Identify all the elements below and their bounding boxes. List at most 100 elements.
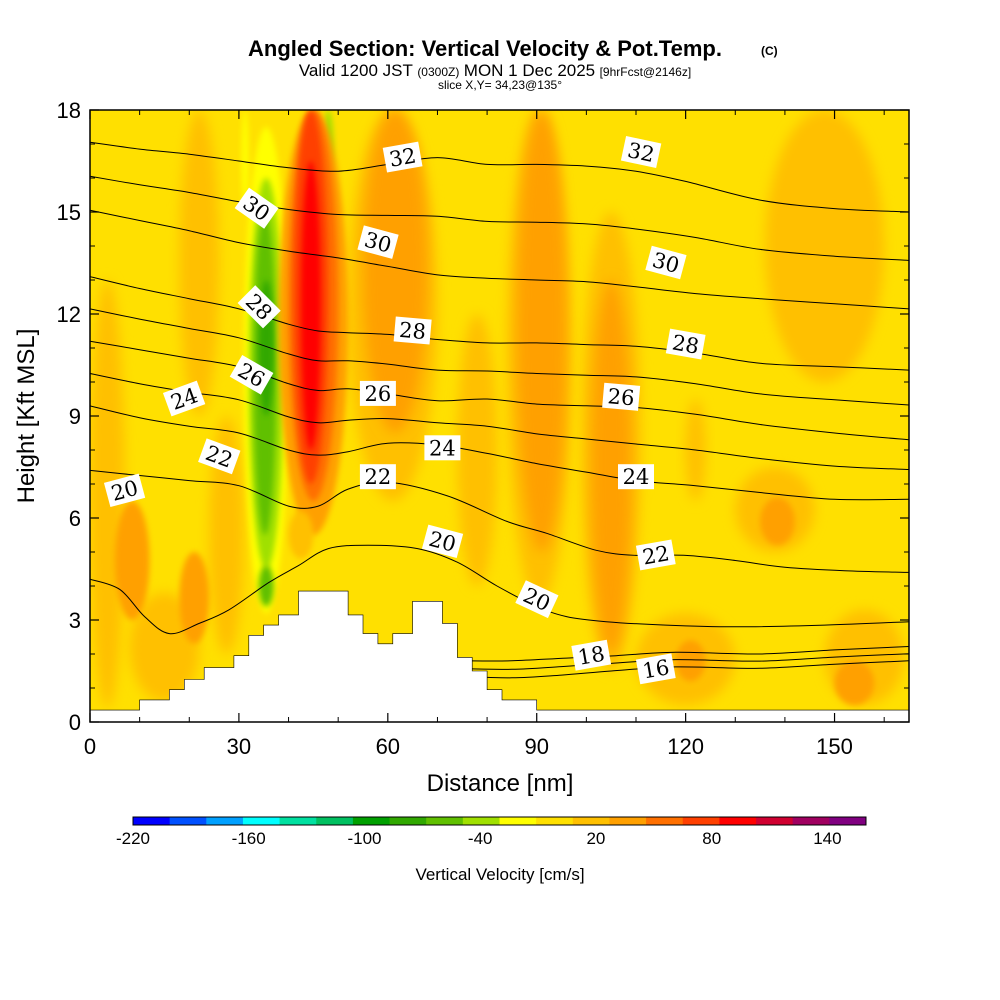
vv-region-2: [209, 416, 244, 654]
contour-label-22: 22: [635, 539, 676, 571]
y-axis-label: Height [Kft MSL]: [13, 329, 40, 504]
x-tick-label: 0: [84, 734, 96, 759]
contour-label-28: 28: [665, 328, 706, 360]
slice-info: slice X,Y= 34,23@135°: [438, 78, 562, 92]
vv-region-31: [300, 161, 321, 450]
colorbar-tick-label: 20: [586, 829, 605, 848]
plot-area: updraft-core 100 cm/s @ x=313downdraft-b…: [90, 110, 909, 722]
vv-region-1: [179, 110, 220, 416]
potential-temperature-contours: [90, 141, 909, 679]
colorbar-swatch: [646, 817, 684, 825]
colorbar-swatch: [462, 817, 500, 825]
vv-region-32: [288, 511, 314, 559]
valid-zulu: (0300Z): [417, 65, 459, 79]
theta-contour-18: [462, 646, 909, 662]
vv-region-4: [457, 314, 498, 586]
vv-region-16: [516, 110, 567, 552]
valid-prefix: Valid 1200 JST: [299, 61, 413, 80]
vv-region-27: [241, 110, 249, 212]
y-tick-label: 18: [57, 98, 81, 123]
chart-title-units: (C): [761, 44, 778, 58]
colorbar-swatch: [279, 817, 317, 825]
colorbar-swatch: [352, 817, 391, 825]
svg-text:24: 24: [623, 465, 650, 489]
contour-label-24: 24: [424, 435, 461, 461]
vv-region-13: [114, 501, 150, 620]
colorbar-tick-label: -220: [116, 829, 150, 848]
vertical-velocity-field: updraft-core 100 cm/s @ x=313downdraft-b…: [90, 110, 909, 722]
colorbar-swatch: [682, 817, 720, 825]
vv-region-17: [591, 280, 632, 654]
svg-text:28: 28: [670, 330, 700, 358]
colorbar-swatch: [756, 817, 794, 825]
colorbar-swatch: [426, 817, 464, 825]
contour-label-30: 30: [357, 225, 399, 259]
colorbar-tick-label: -160: [232, 829, 266, 848]
svg-text:22: 22: [365, 465, 392, 489]
x-axis: 0 30 60 90 120 150: [84, 110, 885, 759]
y-tick-label: 3: [69, 608, 81, 633]
theta-contour-28: [90, 276, 909, 371]
x-tick-label: 90: [524, 734, 548, 759]
colorbar-tick-label: -100: [347, 829, 381, 848]
theta-contour-25: [90, 373, 909, 470]
svg-text:28: 28: [398, 318, 427, 344]
x-axis-label: Distance [nm]: [427, 770, 574, 797]
colorbar-title: Vertical Velocity [cm/s]: [415, 865, 584, 884]
contour-label-16: 16: [635, 653, 676, 685]
x-tick-label: 60: [376, 734, 400, 759]
svg-text:32: 32: [387, 143, 417, 171]
colorbar: -220 -160 -100 -40 20 80 140: [116, 816, 867, 848]
theta-contour-31: [90, 175, 909, 261]
svg-text:22: 22: [641, 541, 671, 569]
valid-date: MON 1 Dec 2025: [464, 61, 595, 80]
contour-label-28: 28: [393, 316, 432, 345]
contour-label-24: 24: [618, 464, 654, 490]
valid-forecast: [9hrFcst@2146z]: [600, 65, 692, 79]
svg-text:16: 16: [641, 655, 671, 683]
colorbar-tick-label: 140: [813, 829, 841, 848]
colorbar-swatch: [499, 817, 537, 825]
y-tick-label: 6: [69, 506, 81, 531]
colorbar-swatch: [609, 817, 647, 825]
theta-contour-26: [90, 340, 909, 441]
svg-text:18: 18: [576, 642, 606, 670]
colorbar-swatch: [389, 817, 427, 825]
contour-label-26: 26: [602, 382, 641, 411]
vv-region-14: [179, 552, 210, 644]
vv-region-25: [258, 565, 274, 607]
x-tick-label: 150: [816, 734, 853, 759]
vv-region-20: [760, 497, 795, 546]
contour-label-32: 32: [382, 141, 423, 173]
colorbar-swatch: [206, 817, 244, 825]
y-tick-label: 9: [69, 404, 81, 429]
colorbar-swatch: [829, 817, 867, 825]
y-tick-label: 15: [57, 200, 81, 225]
colorbar-swatch: [242, 817, 281, 825]
x-tick-label: 120: [667, 734, 704, 759]
colorbar-swatch: [719, 817, 757, 825]
colorbar-swatch: [133, 817, 171, 825]
svg-text:32: 32: [625, 138, 656, 167]
colorbar-swatch: [536, 817, 574, 825]
chart-title: Angled Section: Vertical Velocity & Pot.…: [248, 36, 722, 61]
contour-label-22: 22: [359, 464, 396, 490]
contour-label-26: 26: [359, 380, 396, 406]
colorbar-swatch: [572, 817, 610, 825]
y-tick-label: 0: [69, 710, 81, 735]
contour-label-32: 32: [620, 136, 662, 168]
vv-region-18: [675, 640, 706, 682]
vv-region-19: [834, 660, 875, 706]
y-tick-label: 12: [57, 302, 81, 327]
colorbar-swatch: [169, 817, 207, 825]
valid-time-line: Valid 1200 JST (0300Z) MON 1 Dec 2025 [9…: [299, 61, 691, 80]
terrain-mask: [90, 590, 909, 722]
svg-text:26: 26: [365, 382, 392, 406]
colorbar-tick-label: -40: [468, 829, 493, 848]
vv-region-10: [765, 110, 885, 382]
theta-contour-27: [90, 308, 909, 406]
theta-contour-32: [90, 141, 909, 213]
svg-text:26: 26: [607, 384, 636, 410]
x-tick-label: 30: [227, 734, 251, 759]
